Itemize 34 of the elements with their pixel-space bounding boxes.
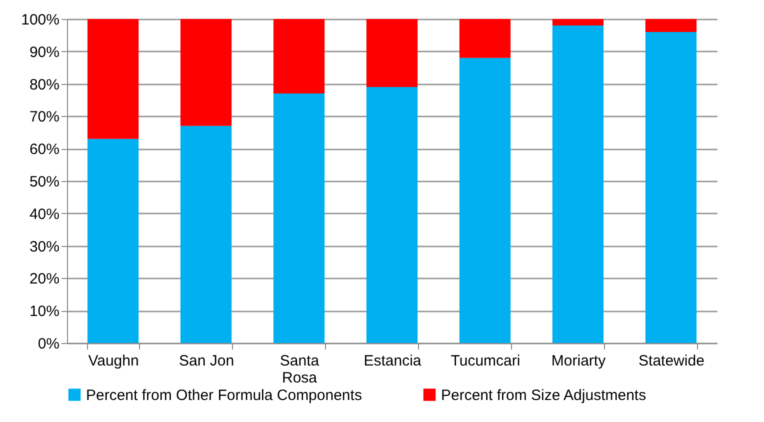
- bar: [87, 19, 139, 139]
- y-tick-label: 30%: [29, 238, 60, 256]
- y-tick-label: 60%: [29, 141, 60, 158]
- x-tick-label: San Jon: [178, 352, 234, 370]
- x-tick-label: Vaughn: [88, 352, 139, 370]
- x-tick-label: Estancia: [364, 352, 422, 370]
- bar: [366, 19, 418, 88]
- x-tick-label: Statewide: [638, 352, 704, 370]
- legend-label: Percent from Other Formula Components: [86, 386, 362, 404]
- bar: [180, 19, 232, 126]
- bar: [552, 25, 604, 343]
- x-tick-label: Moriarty: [551, 352, 606, 370]
- bar: [459, 19, 511, 58]
- x-tick-label: Tucumcari: [450, 352, 520, 370]
- y-tick-label: 90%: [29, 44, 60, 61]
- y-tick-label: 80%: [29, 76, 60, 94]
- y-tick-label: 100%: [21, 12, 60, 28]
- bar: [180, 126, 232, 343]
- bar: [87, 138, 139, 343]
- y-tick-label: 20%: [29, 270, 60, 288]
- bar: [273, 94, 325, 343]
- bar: [552, 19, 604, 26]
- bar: [459, 58, 511, 343]
- legend-label: Percent from Size Adjustments: [441, 386, 646, 404]
- y-tick-label: 0%: [38, 336, 60, 352]
- y-tick-label: 70%: [29, 108, 60, 126]
- bar: [645, 19, 697, 32]
- bar: [273, 19, 325, 94]
- bar: [366, 87, 418, 343]
- bar: [645, 32, 697, 343]
- y-tick-label: 50%: [29, 174, 60, 190]
- x-tick-label: Santa Rosa: [280, 352, 320, 386]
- y-tick-label: 40%: [29, 206, 60, 223]
- y-tick-label: 10%: [29, 303, 60, 320]
